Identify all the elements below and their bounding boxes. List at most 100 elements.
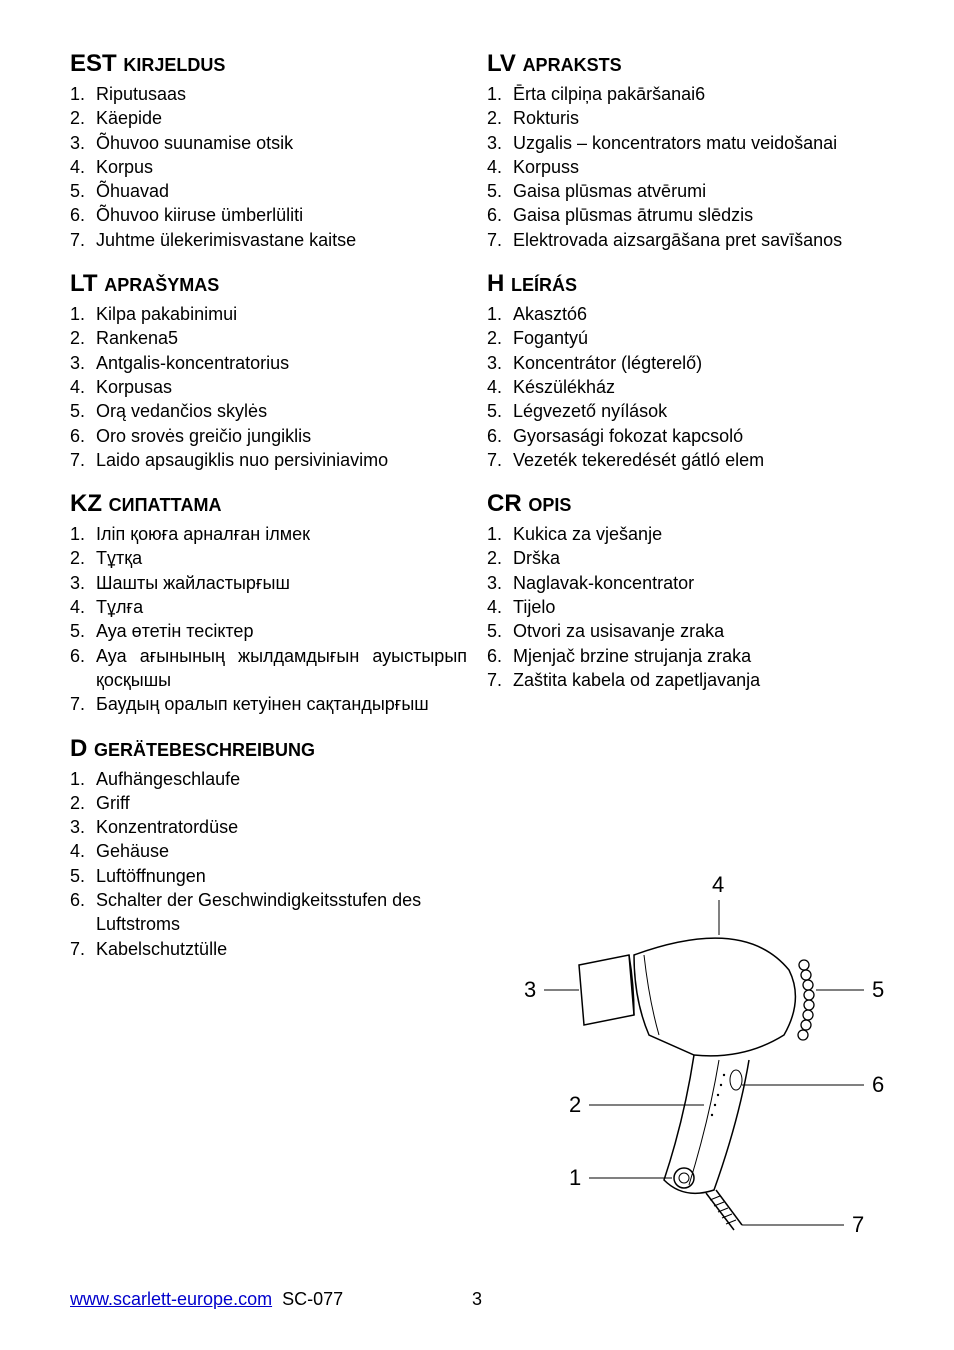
section-title: H LEÍRÁS [487,270,884,298]
list-item: 2.Тұтқа [70,546,467,570]
page-footer: www.scarlett-europe.com SC-077 3 [70,1289,884,1310]
item-number: 7. [70,692,96,716]
item-text: Uzgalis – koncentrators matu veidošanai [513,131,884,155]
item-number: 5. [70,399,96,423]
item-text: Laido apsaugiklis nuo persiviniavimo [96,448,467,472]
list-item: 1.Kilpa pakabinimui [70,302,467,326]
item-text: Konzentratordüse [96,815,467,839]
right-column: LV APRAKSTS 1.Ērta cilpiņa pakāršanai62.R… [487,50,884,979]
section-title: KZ СИПАТТАМА [70,490,467,518]
item-text: Drška [513,546,884,570]
list-item: 2.Rankena5 [70,326,467,350]
item-number: 1. [70,302,96,326]
item-number: 7. [487,668,513,692]
item-number: 7. [487,448,513,472]
list-item: 1.Іліп қоюға арналған ілмек [70,522,467,546]
item-text: Käepide [96,106,467,130]
item-number: 2. [70,326,96,350]
item-number: 2. [70,791,96,815]
item-text: Légvezető nyílások [513,399,884,423]
item-text: Kabelschutztülle [96,937,467,961]
item-number: 2. [70,546,96,570]
left-column: EST KIRJELDUS 1.Riputusaas2.Käepide3.Õhuv… [70,50,467,979]
list-item: 3.Õhuvoo suunamise otsik [70,131,467,155]
section-code: H [487,270,511,297]
parts-list: 1.Aufhängeschlaufe2.Griff3.Konzentratord… [70,767,467,961]
item-number: 2. [487,106,513,130]
item-number: 7. [70,228,96,252]
list-item: 2.Fogantyú [487,326,884,350]
item-number: 7. [487,228,513,252]
item-text: Õhuavad [96,179,467,203]
list-item: 3.Konzentratordüse [70,815,467,839]
item-number: 4. [487,375,513,399]
list-item: 7.Elektrovada aizsargāšana pret savīšano… [487,228,884,252]
footer-page-number: 3 [472,1289,482,1310]
item-number: 7. [70,937,96,961]
item-text: Ērta cilpiņa pakāršanai6 [513,82,884,106]
section-word: APRAKSTS [523,55,622,75]
item-text: Zaštita kabela od zapetljavanja [513,668,884,692]
section-code: LT [70,270,104,297]
list-item: 4.Korpusas [70,375,467,399]
item-text: Gyorsasági fokozat kapcsoló [513,424,884,448]
section-lt: LT APRAŠYMAS 1.Kilpa pakabinimui2.Rankena… [70,270,467,472]
list-item: 7.Баудың оралып кетуінен сақтандырғыш [70,692,467,716]
section-title: LV APRAKSTS [487,50,884,78]
list-item: 2.Käepide [70,106,467,130]
item-number: 4. [70,375,96,399]
item-text: Vezeték tekeredését gátló elem [513,448,884,472]
parts-list: 1.Riputusaas2.Käepide3.Õhuvoo suunamise … [70,82,467,252]
list-item: 6.Gaisa plūsmas ātrumu slēdzis [487,203,884,227]
parts-list: 1.Ērta cilpiņa pakāršanai62.Rokturis3.Uz… [487,82,884,252]
item-text: Rokturis [513,106,884,130]
section-title: LT APRAŠYMAS [70,270,467,298]
item-number: 3. [70,351,96,375]
item-number: 5. [70,179,96,203]
item-number: 3. [487,571,513,595]
item-number: 5. [70,619,96,643]
item-text: Schalter der Geschwindigkeitsstufen des … [96,888,467,937]
item-number: 3. [70,571,96,595]
section-word: LEÍRÁS [511,275,577,295]
section-title: EST KIRJELDUS [70,50,467,78]
list-item: 3.Naglavak-koncentrator [487,571,884,595]
list-item: 5.Gaisa plūsmas atvērumi [487,179,884,203]
list-item: 1.Aufhängeschlaufe [70,767,467,791]
list-item: 5.Légvezető nyílások [487,399,884,423]
section-word: KIRJELDUS [123,55,225,75]
section-cr: CR OPIS1.Kukica za vješanje2.Drška3.Nagl… [487,490,884,692]
item-text: Kukica za vješanje [513,522,884,546]
item-text: Gaisa plūsmas atvērumi [513,179,884,203]
item-text: Rankena5 [96,326,467,350]
list-item: 6.Gyorsasági fokozat kapcsoló [487,424,884,448]
section-title: CR OPIS [487,490,884,518]
parts-list: 1.Іліп қоюға арналған ілмек2.Тұтқа3.Шашт… [70,522,467,716]
parts-list: 1.Kilpa pakabinimui2.Rankena53.Antgalis-… [70,302,467,472]
content-columns: EST KIRJELDUS 1.Riputusaas2.Käepide3.Õhuv… [70,50,884,979]
list-item: 3.Koncentrátor (légterelő) [487,351,884,375]
item-text: Griff [96,791,467,815]
list-item: 6.Mjenjač brzine strujanja zraka [487,644,884,668]
list-item: 5.Õhuavad [70,179,467,203]
item-text: Akasztó6 [513,302,884,326]
item-number: 3. [70,815,96,839]
footer-link[interactable]: www.scarlett-europe.com [70,1289,272,1310]
item-text: Тұтқа [96,546,467,570]
item-text: Тұлға [96,595,467,619]
section-word: СИПАТТАМА [109,495,222,515]
list-item: 1.Ērta cilpiņa pakāršanai6 [487,82,884,106]
diagram-label-7: 7 [852,1212,864,1237]
item-number: 1. [70,82,96,106]
list-item: 5.Luftöffnungen [70,864,467,888]
section-code: D [70,735,94,762]
section-word: OPIS [528,495,571,515]
list-item: 4.Készülékház [487,375,884,399]
item-number: 4. [70,595,96,619]
item-number: 5. [70,864,96,888]
list-item: 6.Õhuvoo kiiruse ümberlüliti [70,203,467,227]
section-kz: KZ СИПАТТАМА 1.Іліп қоюға арналған ілмек2… [70,490,467,716]
diagram-label-2: 2 [569,1092,581,1117]
section-code: LV [487,50,523,77]
section-word: APRAŠYMAS [104,275,219,295]
